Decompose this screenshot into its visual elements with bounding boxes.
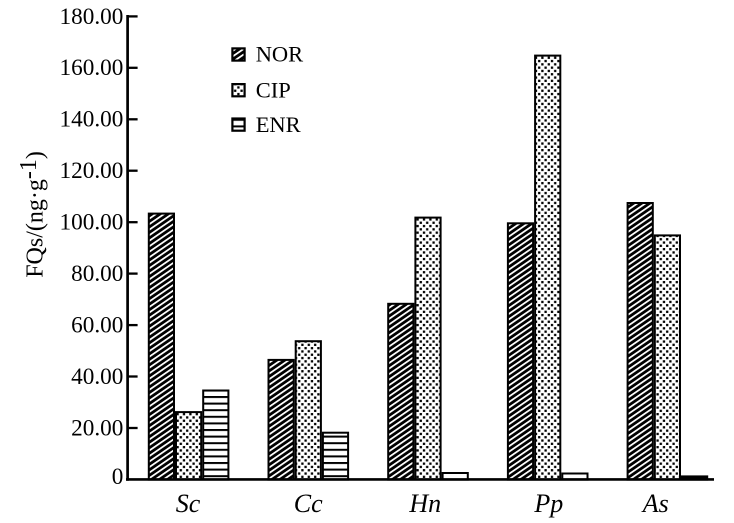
svg-text:Hn: Hn — [408, 489, 441, 518]
svg-text:As: As — [641, 489, 669, 518]
svg-text:0: 0 — [112, 464, 124, 490]
svg-text:NOR: NOR — [256, 42, 304, 67]
svg-text:Cc: Cc — [294, 489, 323, 518]
svg-text:120.00: 120.00 — [60, 158, 124, 184]
svg-text:60.00: 60.00 — [71, 313, 123, 339]
svg-text:140.00: 140.00 — [60, 107, 124, 133]
svg-text:Sc: Sc — [176, 489, 201, 518]
svg-text:160.00: 160.00 — [60, 55, 124, 81]
svg-text:100.00: 100.00 — [60, 210, 124, 236]
svg-text:CIP: CIP — [256, 78, 291, 103]
svg-text:ENR: ENR — [256, 112, 301, 137]
svg-text:180.00: 180.00 — [60, 4, 124, 30]
svg-text:80.00: 80.00 — [71, 261, 123, 287]
svg-text:40.00: 40.00 — [71, 364, 123, 390]
svg-text:20.00: 20.00 — [71, 415, 123, 441]
svg-text:Pp: Pp — [533, 489, 563, 518]
